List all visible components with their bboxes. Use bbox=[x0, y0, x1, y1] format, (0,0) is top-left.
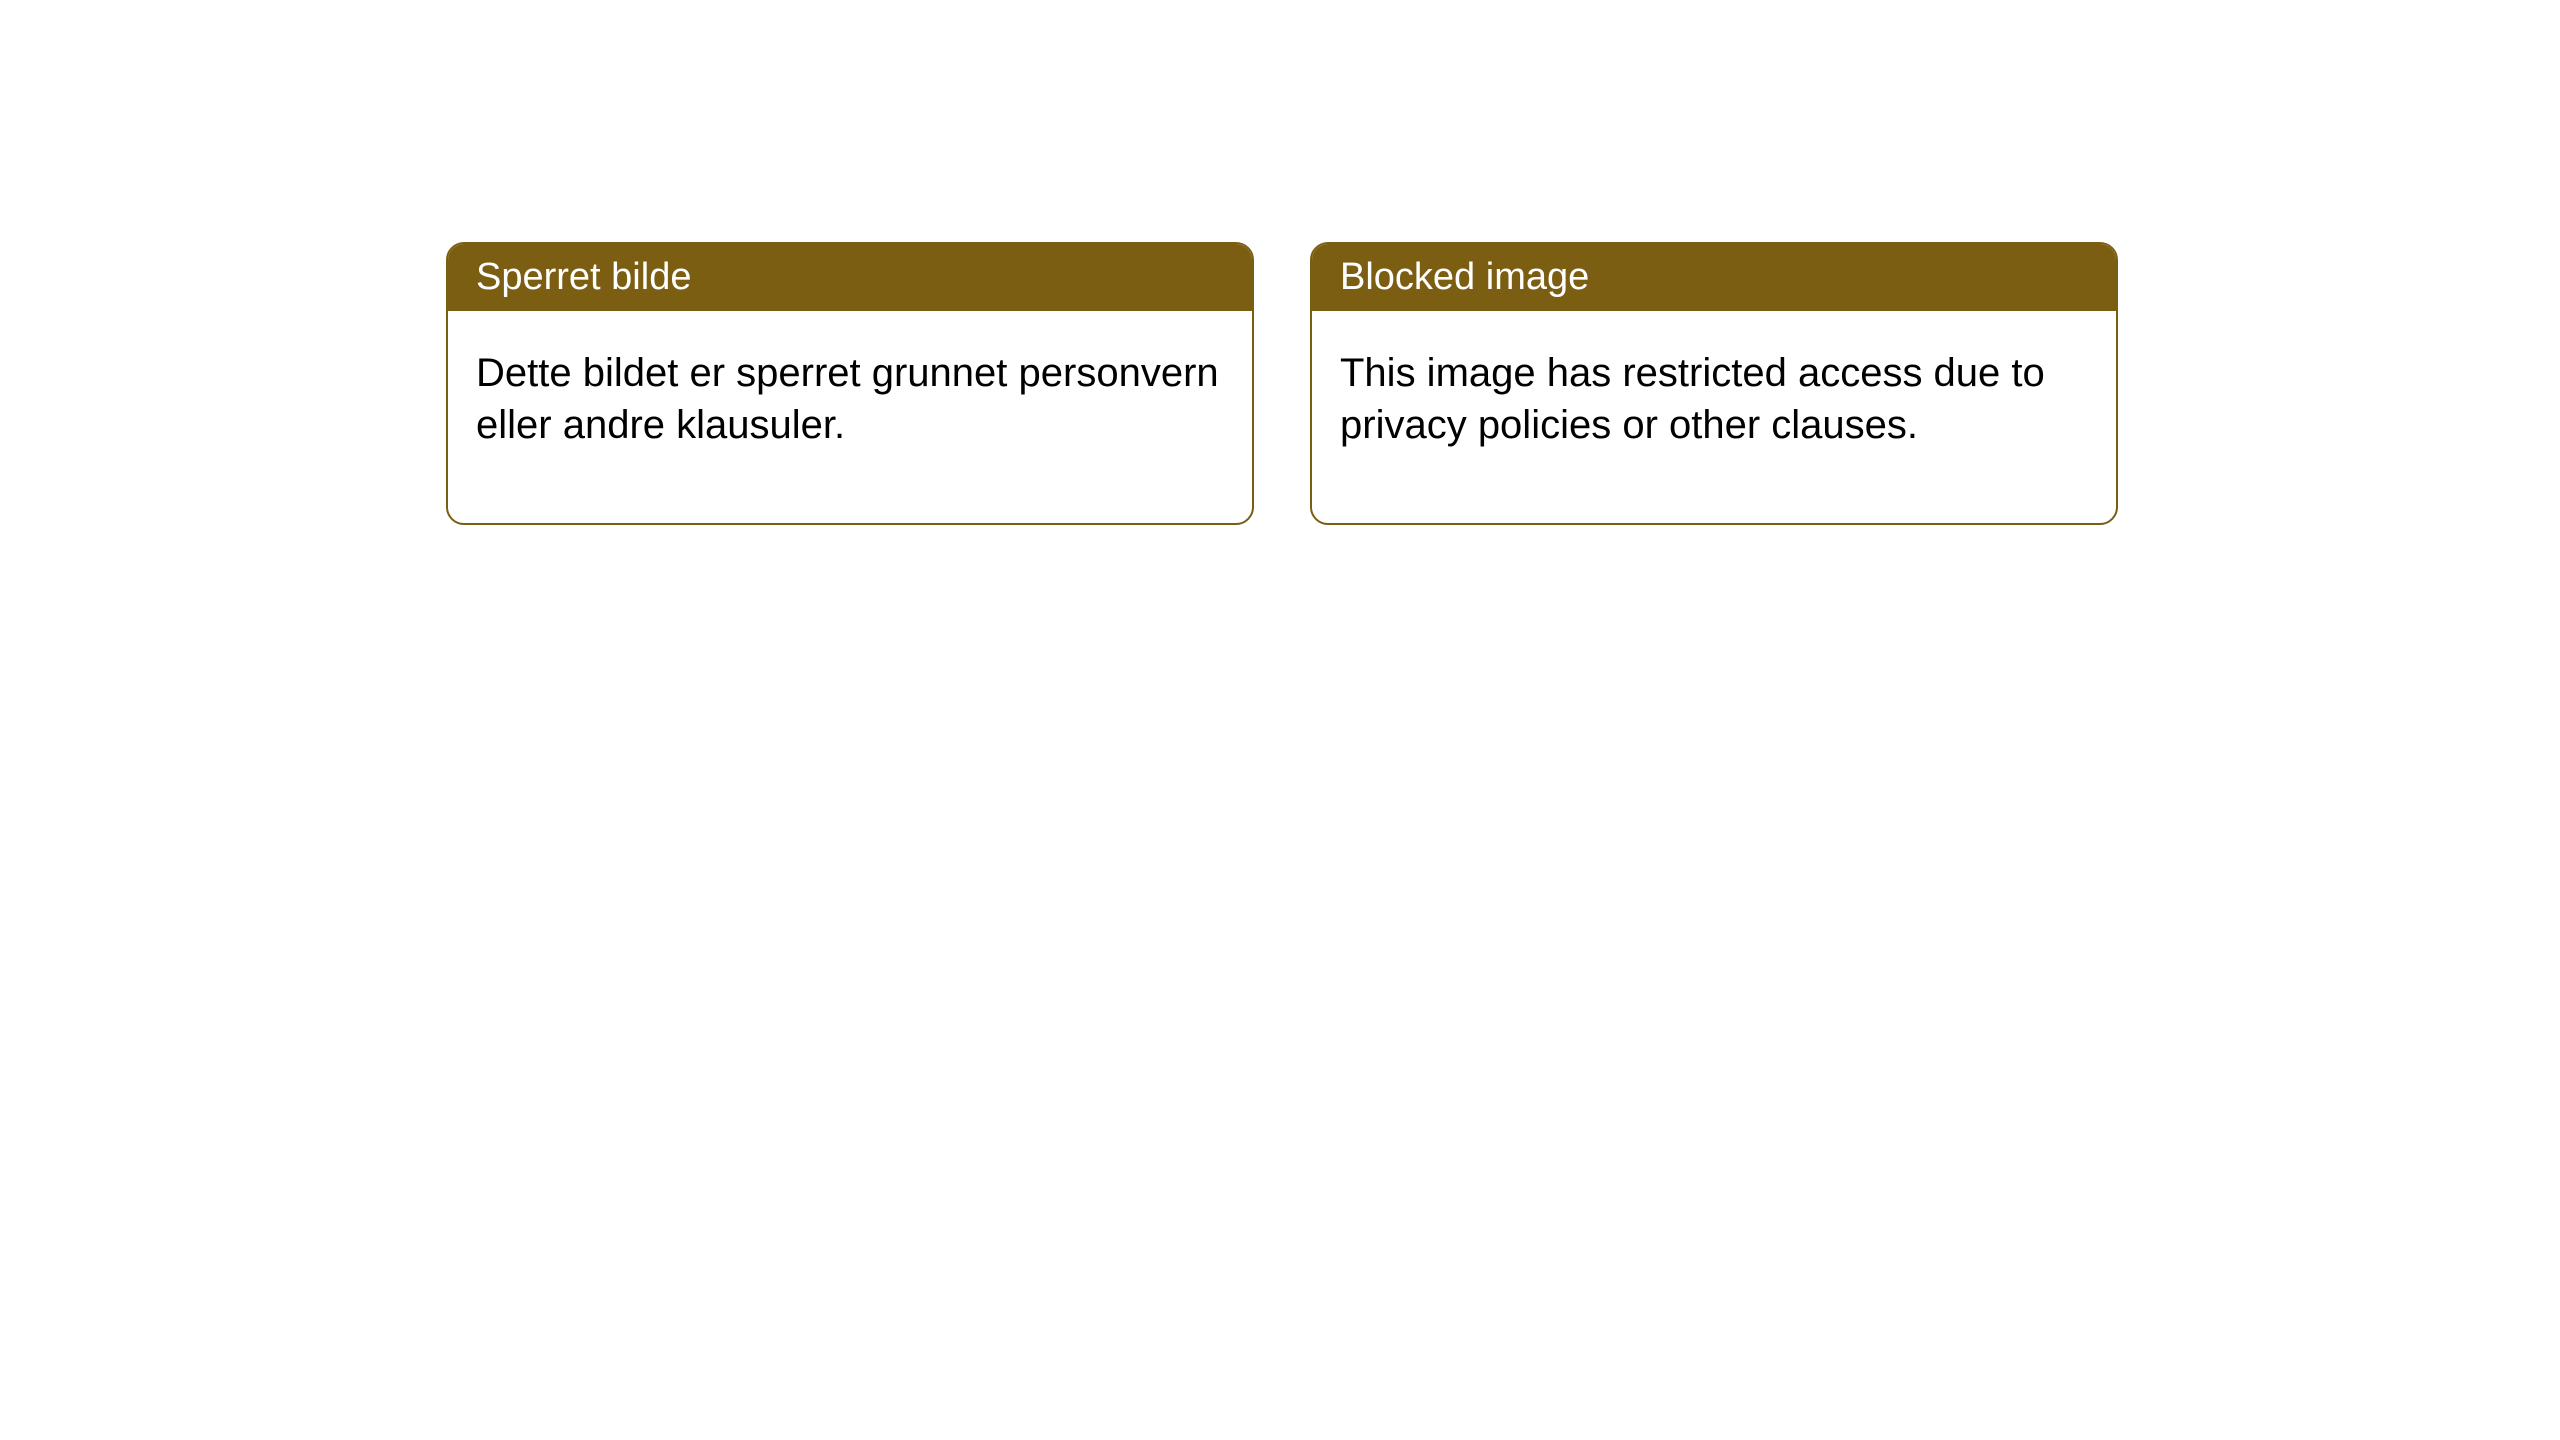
notice-card-english: Blocked image This image has restricted … bbox=[1310, 242, 2118, 525]
notice-card-norwegian: Sperret bilde Dette bildet er sperret gr… bbox=[446, 242, 1254, 525]
notice-body-text: This image has restricted access due to … bbox=[1340, 351, 2045, 447]
notice-card-body: This image has restricted access due to … bbox=[1312, 311, 2116, 523]
notice-container: Sperret bilde Dette bildet er sperret gr… bbox=[0, 0, 2560, 525]
notice-body-text: Dette bildet er sperret grunnet personve… bbox=[476, 351, 1219, 447]
notice-card-header: Sperret bilde bbox=[448, 244, 1252, 311]
notice-card-header: Blocked image bbox=[1312, 244, 2116, 311]
notice-title: Blocked image bbox=[1340, 256, 1589, 298]
notice-title: Sperret bilde bbox=[476, 256, 691, 298]
notice-card-body: Dette bildet er sperret grunnet personve… bbox=[448, 311, 1252, 523]
